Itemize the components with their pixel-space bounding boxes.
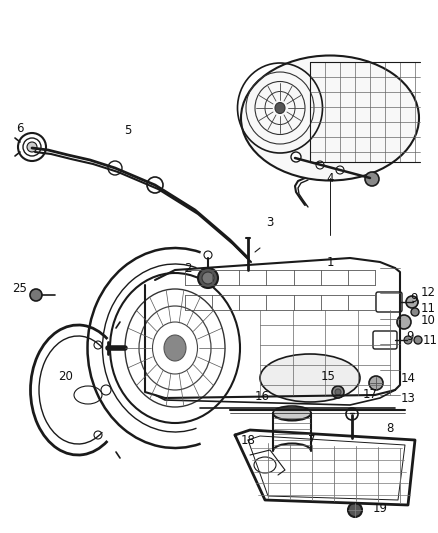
Circle shape	[202, 272, 214, 284]
Text: 11: 11	[420, 302, 435, 314]
Text: 10: 10	[420, 313, 435, 327]
Text: 14: 14	[400, 372, 416, 384]
Text: 17: 17	[363, 389, 378, 401]
Ellipse shape	[275, 102, 285, 114]
Text: 18: 18	[240, 433, 255, 447]
Circle shape	[291, 152, 301, 162]
Circle shape	[411, 308, 419, 316]
Ellipse shape	[164, 335, 186, 361]
Ellipse shape	[260, 354, 360, 402]
Text: 20: 20	[59, 369, 74, 383]
Circle shape	[332, 386, 344, 398]
Text: 9: 9	[406, 329, 414, 343]
Ellipse shape	[241, 55, 419, 181]
Text: 3: 3	[266, 215, 274, 229]
Circle shape	[30, 289, 42, 301]
Circle shape	[346, 408, 358, 420]
Text: 7: 7	[308, 433, 316, 447]
Text: 6: 6	[16, 122, 24, 134]
Text: 25: 25	[13, 281, 28, 295]
Circle shape	[406, 296, 418, 308]
Text: 11: 11	[423, 334, 438, 346]
Circle shape	[397, 315, 411, 329]
Text: 16: 16	[254, 390, 269, 402]
Circle shape	[198, 268, 218, 288]
Circle shape	[27, 142, 37, 152]
Text: 15: 15	[321, 369, 336, 383]
Text: 12: 12	[420, 287, 435, 300]
Circle shape	[335, 389, 341, 395]
Text: 9: 9	[410, 292, 418, 304]
Circle shape	[410, 298, 418, 306]
Circle shape	[404, 336, 412, 344]
Circle shape	[348, 503, 362, 517]
Circle shape	[414, 336, 422, 344]
Text: 1: 1	[326, 255, 334, 269]
Circle shape	[369, 376, 383, 390]
Text: 4: 4	[326, 172, 334, 184]
Text: 8: 8	[386, 422, 394, 434]
Text: 19: 19	[372, 502, 388, 514]
Text: 5: 5	[124, 124, 132, 136]
Text: 13: 13	[401, 392, 415, 405]
Ellipse shape	[273, 406, 311, 420]
Circle shape	[365, 172, 379, 186]
Text: 2: 2	[184, 262, 192, 274]
